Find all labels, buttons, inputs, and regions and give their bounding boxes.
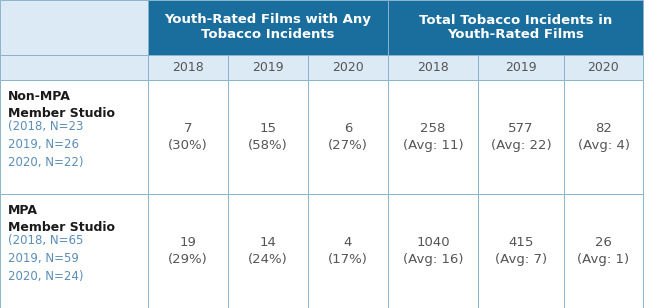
- Bar: [0, 80, 148, 194]
- Bar: [308, 194, 388, 308]
- Text: Non-MPA
Member Studio: Non-MPA Member Studio: [8, 90, 115, 120]
- Text: 26
(Avg: 1): 26 (Avg: 1): [577, 236, 630, 266]
- Text: 19
(29%): 19 (29%): [168, 236, 208, 266]
- Text: 2018: 2018: [172, 61, 204, 74]
- Text: 577
(Avg: 22): 577 (Avg: 22): [491, 121, 551, 152]
- Bar: [564, 194, 643, 308]
- Text: 415
(Avg: 7): 415 (Avg: 7): [495, 236, 547, 266]
- Text: 2020: 2020: [332, 61, 364, 74]
- Text: 82
(Avg: 4): 82 (Avg: 4): [577, 121, 629, 152]
- Bar: [388, 80, 478, 194]
- Bar: [228, 80, 308, 194]
- Text: 258
(Avg: 11): 258 (Avg: 11): [402, 121, 463, 152]
- Bar: [228, 55, 308, 80]
- Text: Total Tobacco Incidents in
Youth-Rated Films: Total Tobacco Incidents in Youth-Rated F…: [419, 14, 612, 42]
- Bar: [148, 55, 228, 80]
- Text: Youth-Rated Films with Any
Tobacco Incidents: Youth-Rated Films with Any Tobacco Incid…: [165, 14, 371, 42]
- Text: 2019: 2019: [505, 61, 537, 74]
- Bar: [478, 80, 564, 194]
- Bar: [228, 194, 308, 308]
- Bar: [478, 194, 564, 308]
- Bar: [478, 55, 564, 80]
- Bar: [148, 0, 388, 55]
- Bar: [564, 55, 643, 80]
- Bar: [308, 80, 388, 194]
- Bar: [0, 194, 148, 308]
- Bar: [388, 194, 478, 308]
- Bar: [308, 55, 388, 80]
- Text: 6
(27%): 6 (27%): [328, 121, 368, 152]
- Text: 1040
(Avg: 16): 1040 (Avg: 16): [403, 236, 463, 266]
- Text: 2019: 2019: [252, 61, 284, 74]
- Text: (2018, N=65
2019, N=59
2020, N=24): (2018, N=65 2019, N=59 2020, N=24): [8, 234, 84, 283]
- Bar: [0, 0, 148, 55]
- Bar: [388, 55, 478, 80]
- Bar: [564, 80, 643, 194]
- Bar: [388, 0, 643, 55]
- Bar: [0, 55, 148, 80]
- Text: 4
(17%): 4 (17%): [328, 236, 368, 266]
- Bar: [148, 80, 228, 194]
- Text: MPA
Member Studio: MPA Member Studio: [8, 204, 115, 234]
- Text: 15
(58%): 15 (58%): [248, 121, 288, 152]
- Text: 2020: 2020: [588, 61, 619, 74]
- Text: 2018: 2018: [417, 61, 449, 74]
- Text: 14
(24%): 14 (24%): [248, 236, 288, 266]
- Bar: [148, 194, 228, 308]
- Text: (2018, N=23
2019, N=26
2020, N=22): (2018, N=23 2019, N=26 2020, N=22): [8, 120, 84, 169]
- Text: 7
(30%): 7 (30%): [168, 121, 208, 152]
